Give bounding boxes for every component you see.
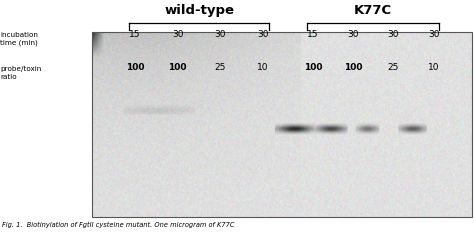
Text: 10: 10 [257, 63, 269, 72]
Text: 15: 15 [129, 30, 141, 39]
Text: probe/toxin
ratio: probe/toxin ratio [0, 66, 41, 80]
Text: 100: 100 [303, 63, 322, 72]
Text: wild-type: wild-type [164, 4, 234, 17]
Text: K77C: K77C [354, 4, 392, 17]
Text: 30: 30 [388, 30, 399, 39]
Text: 30: 30 [347, 30, 359, 39]
Text: 100: 100 [126, 63, 145, 72]
Text: 15: 15 [307, 30, 319, 39]
Text: 10: 10 [428, 63, 439, 72]
Text: 25: 25 [388, 63, 399, 72]
Text: 30: 30 [428, 30, 439, 39]
Text: 100: 100 [344, 63, 363, 72]
Text: 30: 30 [172, 30, 183, 39]
Text: incubation
time (min): incubation time (min) [0, 32, 38, 46]
Text: 30: 30 [215, 30, 226, 39]
Text: Fig. 1.  Biotinylation of FgtII cysteine mutant. One microgram of K77C: Fig. 1. Biotinylation of FgtII cysteine … [2, 222, 235, 228]
Text: 25: 25 [215, 63, 226, 72]
Text: 100: 100 [168, 63, 187, 72]
Bar [92, 32, 472, 217]
Text: 30: 30 [257, 30, 269, 39]
